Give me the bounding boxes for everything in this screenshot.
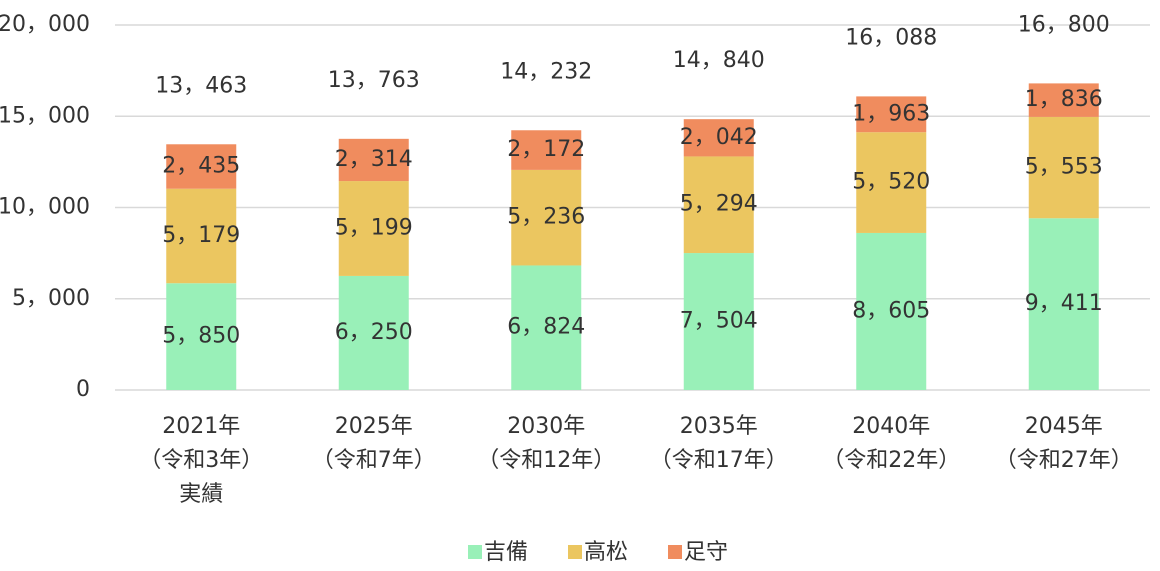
bar-segment bbox=[166, 188, 237, 284]
x-tick-label: 2030年 bbox=[507, 414, 585, 439]
x-tick-label: （令和27年） bbox=[995, 448, 1133, 473]
y-tick-label: 0 bbox=[76, 377, 90, 402]
x-tick-label: 2021年 bbox=[162, 414, 240, 439]
y-tick-label: 10，000 bbox=[0, 195, 90, 220]
y-tick-label: 20，000 bbox=[0, 12, 90, 37]
bar-segment bbox=[338, 275, 409, 390]
legend-swatch bbox=[668, 545, 682, 559]
x-tick-label: 2035年 bbox=[680, 414, 758, 439]
value-label: 6，250 bbox=[335, 320, 413, 345]
x-tick-label: （令和22年） bbox=[822, 448, 960, 473]
x-tick-label: 2040年 bbox=[852, 414, 930, 439]
legend-swatch bbox=[568, 545, 582, 559]
bar-segment bbox=[166, 283, 237, 390]
bar-segment bbox=[338, 181, 409, 276]
y-tick-label: 15，000 bbox=[0, 103, 90, 128]
value-label: 2，435 bbox=[162, 154, 240, 179]
bar-segment bbox=[856, 132, 927, 233]
bar-segment bbox=[683, 253, 754, 390]
value-label: 1，963 bbox=[852, 101, 930, 126]
value-label: 1，836 bbox=[1025, 87, 1103, 112]
bar-segment bbox=[166, 144, 237, 189]
legend-label: 吉備 bbox=[484, 540, 528, 565]
legend-label: 足守 bbox=[684, 540, 728, 565]
value-label: 5，179 bbox=[162, 223, 240, 248]
value-label: 2，314 bbox=[335, 147, 413, 172]
total-label: 16，800 bbox=[1018, 12, 1110, 37]
x-tick-label: 2045年 bbox=[1025, 414, 1103, 439]
y-tick-label: 5，000 bbox=[12, 286, 90, 311]
value-label: 5，850 bbox=[162, 324, 240, 349]
x-tick-label: 2025年 bbox=[335, 414, 413, 439]
legend-swatch bbox=[468, 545, 482, 559]
total-label: 13，763 bbox=[328, 68, 420, 93]
bar-segment bbox=[856, 96, 927, 133]
value-label: 5，236 bbox=[507, 205, 585, 230]
value-label: 9，411 bbox=[1025, 291, 1103, 316]
total-label: 14，232 bbox=[500, 59, 592, 84]
value-label: 5，520 bbox=[852, 170, 930, 195]
value-label: 5，294 bbox=[680, 192, 758, 217]
x-tick-label: （令和17年） bbox=[650, 448, 788, 473]
bar-segment bbox=[511, 265, 582, 390]
x-tick-label: （令和12年） bbox=[477, 448, 615, 473]
x-tick-label: （令和3年） bbox=[139, 448, 263, 473]
x-tick-label: （令和7年） bbox=[312, 448, 436, 473]
value-label: 5，199 bbox=[335, 215, 413, 240]
x-tick-label: 実績 bbox=[179, 482, 223, 507]
value-label: 2，042 bbox=[680, 125, 758, 150]
legend-label: 高松 bbox=[584, 540, 628, 565]
value-label: 5，553 bbox=[1025, 155, 1103, 180]
total-label: 14，840 bbox=[673, 48, 765, 73]
value-label: 7，504 bbox=[680, 309, 758, 334]
bar-segment bbox=[1028, 218, 1099, 390]
bar-segment bbox=[1028, 83, 1099, 117]
bar-segment bbox=[856, 232, 927, 390]
bar-segment bbox=[511, 169, 582, 266]
total-label: 16，088 bbox=[845, 25, 937, 50]
value-label: 2，172 bbox=[507, 137, 585, 162]
bar-segment bbox=[683, 119, 754, 157]
value-label: 6，824 bbox=[507, 315, 585, 340]
bar-segment bbox=[511, 130, 582, 170]
bar-segment bbox=[1028, 116, 1099, 219]
bar-segment bbox=[683, 156, 754, 254]
value-label: 8，605 bbox=[852, 298, 930, 323]
bar-segment bbox=[338, 138, 409, 182]
total-label: 13，463 bbox=[155, 73, 247, 98]
